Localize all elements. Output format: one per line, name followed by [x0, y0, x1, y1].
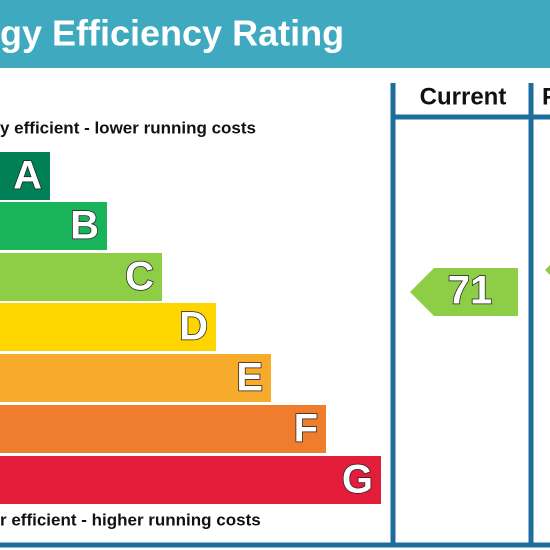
band-bar: [0, 456, 381, 504]
band-letter: A: [13, 154, 42, 198]
top-note: y efficient - lower running costs: [0, 118, 256, 137]
column-header: Current: [420, 83, 507, 110]
band-bar: [0, 354, 271, 402]
frame: [0, 83, 550, 548]
band-bar: [0, 303, 216, 351]
band-letter: E: [236, 356, 263, 400]
current-arrow: [410, 268, 518, 316]
band-bar: [0, 152, 50, 200]
potential-arrow: [545, 265, 550, 275]
bottom-note: r efficient - higher running costs: [0, 510, 261, 529]
current-value: 71: [448, 269, 493, 313]
column-header: P: [542, 83, 550, 110]
band-bar: [0, 253, 162, 301]
band-bar: [0, 202, 107, 250]
band-letter: D: [179, 305, 208, 349]
band-letter: B: [70, 204, 99, 248]
band-letter: G: [342, 458, 373, 502]
band-letter: F: [294, 407, 318, 451]
title-bar: [0, 0, 550, 68]
title: gy Efficiency Rating: [0, 13, 344, 54]
band-bar: [0, 405, 326, 453]
band-letter: C: [125, 255, 154, 299]
